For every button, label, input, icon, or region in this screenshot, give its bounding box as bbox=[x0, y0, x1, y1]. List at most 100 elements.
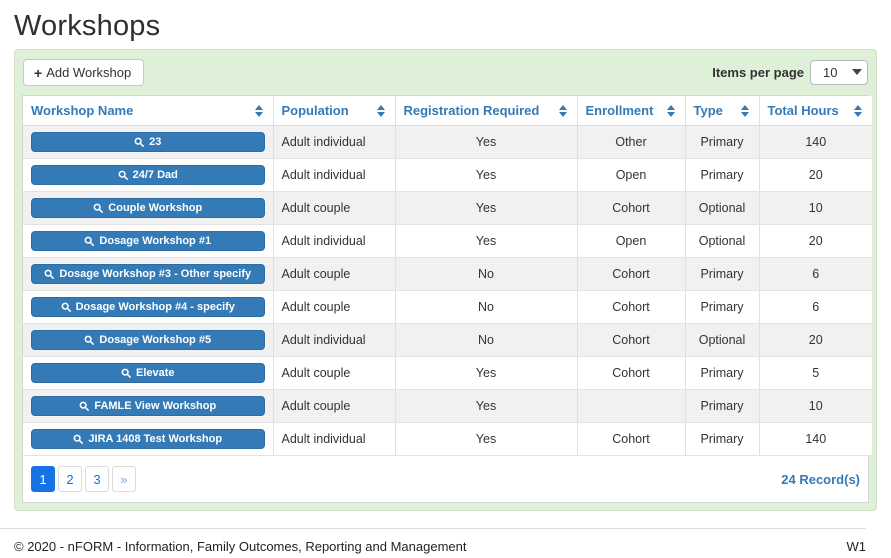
table-row: FAMLE View Workshop Adult couple Yes Pri… bbox=[23, 389, 872, 423]
workshops-panel: + Add Workshop Items per page 10 Worksho… bbox=[14, 49, 877, 511]
page-button-3[interactable]: 3 bbox=[85, 466, 109, 492]
workshop-detail-button[interactable]: 23 bbox=[31, 132, 265, 152]
search-icon bbox=[121, 368, 131, 378]
search-icon bbox=[118, 170, 128, 180]
search-icon bbox=[61, 302, 71, 312]
table-row: Elevate Adult couple Yes Cohort Primary … bbox=[23, 356, 872, 390]
workshop-name-label: 24/7 Dad bbox=[132, 169, 178, 181]
registration-required-cell: Yes bbox=[395, 224, 578, 258]
col-label: Enrollment bbox=[585, 103, 654, 118]
workshop-detail-button[interactable]: Couple Workshop bbox=[31, 198, 265, 218]
col-header-enrollment[interactable]: Enrollment bbox=[577, 96, 686, 126]
search-icon bbox=[134, 137, 145, 147]
col-label: Workshop Name bbox=[31, 103, 134, 118]
workshop-name-label: JIRA 1408 Test Workshop bbox=[88, 433, 223, 445]
workshop-detail-button[interactable]: FAMLE View Workshop bbox=[31, 396, 265, 416]
workshop-name-label: Dosage Workshop #5 bbox=[99, 334, 212, 346]
sort-icon[interactable] bbox=[375, 104, 387, 118]
table-row: Dosage Workshop #4 - specify Adult coupl… bbox=[23, 290, 872, 324]
search-icon bbox=[73, 434, 84, 444]
enrollment-cell: Cohort bbox=[577, 356, 686, 390]
population-cell: Adult couple bbox=[273, 257, 396, 291]
total-hours-cell: 6 bbox=[759, 290, 872, 324]
workshop-name-cell: Dosage Workshop #5 bbox=[23, 323, 274, 357]
sort-icon[interactable] bbox=[852, 104, 864, 118]
add-workshop-button[interactable]: + Add Workshop bbox=[23, 59, 145, 86]
col-label: Registration Required bbox=[403, 103, 540, 118]
footer-site-code: W1 bbox=[846, 539, 867, 554]
workshop-name-cell: Elevate bbox=[23, 356, 274, 390]
page-next-button[interactable]: » bbox=[112, 466, 136, 492]
items-per-page-select[interactable]: 10 bbox=[810, 60, 868, 85]
workshop-name-label: Couple Workshop bbox=[108, 202, 203, 214]
workshop-detail-button[interactable]: JIRA 1408 Test Workshop bbox=[31, 429, 265, 449]
population-cell: Adult individual bbox=[273, 224, 396, 258]
workshop-name-label: FAMLE View Workshop bbox=[94, 400, 217, 412]
type-cell: Primary bbox=[685, 257, 760, 291]
workshop-detail-button[interactable]: Dosage Workshop #1 bbox=[31, 231, 265, 251]
population-cell: Adult individual bbox=[273, 125, 396, 159]
population-cell: Adult individual bbox=[273, 422, 396, 456]
workshop-name-cell: Dosage Workshop #1 bbox=[23, 224, 274, 258]
enrollment-cell: Cohort bbox=[577, 257, 686, 291]
workshop-detail-button[interactable]: Dosage Workshop #3 - Other specify bbox=[31, 264, 265, 284]
workshop-detail-button[interactable]: Dosage Workshop #4 - specify bbox=[31, 297, 265, 317]
population-cell: Adult couple bbox=[273, 389, 396, 423]
registration-required-cell: Yes bbox=[395, 125, 578, 159]
workshop-name-cell: 23 bbox=[23, 125, 274, 159]
add-workshop-label: Add Workshop bbox=[46, 65, 132, 80]
type-cell: Primary bbox=[685, 389, 760, 423]
sort-icon[interactable] bbox=[739, 104, 751, 118]
enrollment-cell: Cohort bbox=[577, 191, 686, 225]
sort-icon[interactable] bbox=[665, 104, 677, 118]
col-header-population[interactable]: Population bbox=[273, 96, 396, 126]
search-icon bbox=[93, 203, 104, 213]
registration-required-cell: No bbox=[395, 257, 578, 291]
type-cell: Optional bbox=[685, 224, 760, 258]
workshops-table: Workshop Name Population Registration Re… bbox=[23, 96, 872, 456]
total-hours-cell: 10 bbox=[759, 191, 872, 225]
table-row: 23 Adult individual Yes Other Primary 14… bbox=[23, 125, 872, 159]
sort-icon[interactable] bbox=[253, 104, 265, 118]
table-row: Dosage Workshop #3 - Other specify Adult… bbox=[23, 257, 872, 291]
sort-icon[interactable] bbox=[557, 104, 569, 118]
search-icon bbox=[79, 401, 90, 411]
page-title: Workshops bbox=[14, 10, 161, 42]
type-cell: Optional bbox=[685, 323, 760, 357]
col-label: Population bbox=[281, 103, 349, 118]
workshop-name-cell: 24/7 Dad bbox=[23, 158, 274, 192]
col-header-registration-required[interactable]: Registration Required bbox=[395, 96, 578, 126]
workshop-name-label: Elevate bbox=[135, 367, 175, 379]
type-cell: Primary bbox=[685, 422, 760, 456]
workshop-detail-button[interactable]: 24/7 Dad bbox=[31, 165, 265, 185]
registration-required-cell: Yes bbox=[395, 158, 578, 192]
total-hours-cell: 5 bbox=[759, 356, 872, 390]
registration-required-cell: Yes bbox=[395, 422, 578, 456]
type-cell: Primary bbox=[685, 356, 760, 390]
type-cell: Optional bbox=[685, 191, 760, 225]
total-hours-cell: 10 bbox=[759, 389, 872, 423]
pagination-row: 1 2 3 » 24 Record(s) bbox=[23, 456, 868, 502]
type-cell: Primary bbox=[685, 158, 760, 192]
workshop-detail-button[interactable]: Elevate bbox=[31, 363, 265, 383]
workshop-detail-button[interactable]: Dosage Workshop #5 bbox=[31, 330, 265, 350]
page-button-1[interactable]: 1 bbox=[31, 466, 55, 492]
items-per-page: Items per page 10 bbox=[712, 60, 868, 85]
registration-required-cell: No bbox=[395, 323, 578, 357]
workshops-table-card: Workshop Name Population Registration Re… bbox=[22, 95, 872, 503]
enrollment-cell: Other bbox=[577, 125, 686, 159]
pagination: 1 2 3 » bbox=[31, 466, 136, 492]
footer-copyright: © 2020 - nFORM - Information, Family Out… bbox=[14, 539, 467, 554]
workshop-name-label: 23 bbox=[149, 136, 162, 148]
col-header-type[interactable]: Type bbox=[685, 96, 760, 126]
total-hours-cell: 6 bbox=[759, 257, 872, 291]
population-cell: Adult individual bbox=[273, 323, 396, 357]
col-header-workshop-name[interactable]: Workshop Name bbox=[23, 96, 274, 126]
page-button-2[interactable]: 2 bbox=[58, 466, 82, 492]
workshop-name-label: Dosage Workshop #1 bbox=[99, 235, 212, 247]
col-header-total-hours[interactable]: Total Hours bbox=[759, 96, 872, 126]
total-hours-cell: 20 bbox=[759, 158, 872, 192]
table-row: Dosage Workshop #1 Adult individual Yes … bbox=[23, 224, 872, 258]
table-row: JIRA 1408 Test Workshop Adult individual… bbox=[23, 422, 872, 456]
